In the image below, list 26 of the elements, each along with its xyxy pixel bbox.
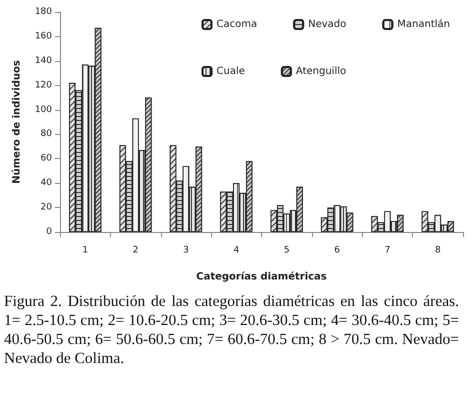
y-tick-label: 120 <box>34 80 52 90</box>
legend-label: Cuale <box>216 66 245 77</box>
y-tick-label: 60 <box>40 154 52 164</box>
y-axis-title: Número de individuos <box>12 60 22 184</box>
y-tick-label: 140 <box>34 56 52 66</box>
x-axis-title: Categorías diamétricas <box>196 272 327 282</box>
y-tick-label: 20 <box>40 202 52 213</box>
x-tick-label: 5 <box>284 246 290 256</box>
y-tick-label: 160 <box>34 31 52 42</box>
x-tick-label: 4 <box>233 246 240 256</box>
x-tick-label: 3 <box>183 246 189 256</box>
x-tick-label: 8 <box>434 246 441 256</box>
y-tick-label: 0 <box>46 227 52 237</box>
x-tick-label: 6 <box>334 246 340 256</box>
x-tick-label: 2 <box>132 246 138 256</box>
legend-label: Atenguillo <box>296 66 346 77</box>
x-tick-label: 1 <box>82 246 88 256</box>
legend-label: Nevado <box>308 19 346 30</box>
y-tick-label: 180 <box>34 7 52 17</box>
legend-label: Manantlán <box>397 19 450 30</box>
y-tick-label: 40 <box>40 178 52 188</box>
text: Figura 2. Distribución de las categorías diamétricas en las cinco áreas. 1= 2.5-10.5 cm; 2= 10.6-20.5 cm; 3= 20.6-30.5 cm; 4= 30.6-40.5 cm; 5= 40.6-50.5 cm; 6= 50.6-60.5 cm; 7= 60.6-70.5 cm; 8 > 70.5 cm. Nevado= Nevado de Colima. <box>3 292 460 368</box>
y-tick-label: 80 <box>40 129 52 140</box>
x-tick-label: 7 <box>384 246 390 256</box>
legend-label: Cacoma <box>216 19 258 30</box>
y-tick-label: 100 <box>34 104 52 115</box>
